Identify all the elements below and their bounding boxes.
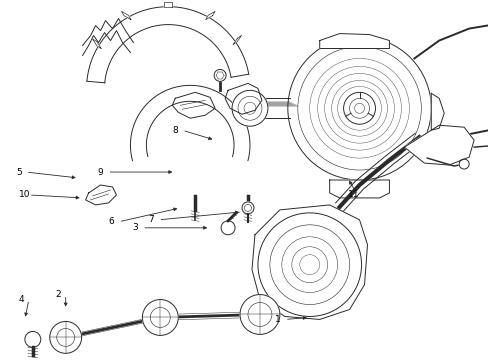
Polygon shape <box>329 180 388 198</box>
Polygon shape <box>404 125 473 165</box>
Polygon shape <box>172 92 215 118</box>
Text: 10: 10 <box>19 190 30 199</box>
Polygon shape <box>251 205 367 319</box>
Text: 5: 5 <box>16 167 21 176</box>
Circle shape <box>287 37 430 180</box>
Text: 9: 9 <box>98 167 103 176</box>
Polygon shape <box>121 11 131 19</box>
Circle shape <box>214 69 225 81</box>
Text: 2: 2 <box>56 290 61 299</box>
Text: 8: 8 <box>172 126 178 135</box>
Circle shape <box>142 300 178 336</box>
Text: 1: 1 <box>274 315 280 324</box>
Circle shape <box>458 159 468 169</box>
Text: 3: 3 <box>132 223 138 232</box>
Polygon shape <box>430 93 443 130</box>
Circle shape <box>240 294 279 334</box>
Circle shape <box>25 332 41 347</box>
Circle shape <box>221 221 235 235</box>
Text: 6: 6 <box>108 217 114 226</box>
Polygon shape <box>85 185 116 205</box>
Circle shape <box>343 92 375 124</box>
Polygon shape <box>130 85 249 161</box>
Polygon shape <box>205 11 215 19</box>
Text: 4: 4 <box>19 295 24 304</box>
Text: 7: 7 <box>148 215 154 224</box>
Polygon shape <box>319 33 388 49</box>
Circle shape <box>232 90 267 126</box>
Polygon shape <box>87 7 248 83</box>
Polygon shape <box>164 2 172 7</box>
Text: 11: 11 <box>347 190 358 199</box>
Circle shape <box>242 202 253 214</box>
Circle shape <box>50 321 81 353</box>
Polygon shape <box>224 84 262 114</box>
Polygon shape <box>232 35 241 45</box>
Circle shape <box>258 213 361 316</box>
Polygon shape <box>93 39 101 49</box>
